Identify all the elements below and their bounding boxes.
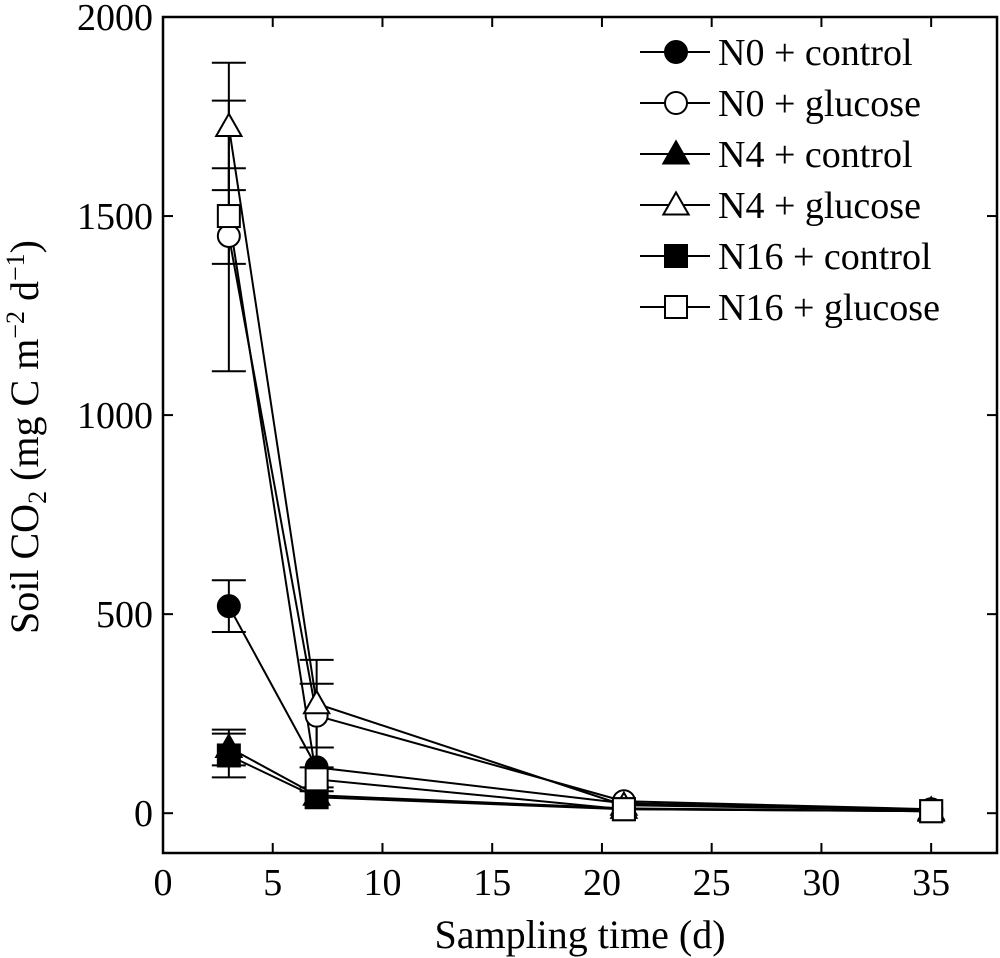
legend-marker xyxy=(661,190,691,216)
y-axis-label-unit-c: ) xyxy=(2,240,47,253)
data-point xyxy=(216,204,241,229)
x-tick-label: 15 xyxy=(473,862,511,904)
y-axis-label-unit-sup2: −1 xyxy=(1,253,30,281)
y-axis-label-unit-b: d xyxy=(2,281,47,301)
x-axis-label: Sampling time (d) xyxy=(434,912,725,957)
y-axis-label-space2 xyxy=(2,301,47,311)
series-line xyxy=(227,605,932,812)
y-axis-label-unit-sup1: −2 xyxy=(1,311,30,339)
data-point xyxy=(302,689,332,715)
series-line xyxy=(228,746,932,813)
y-axis-label-unit-a: (mg C m xyxy=(2,339,47,481)
x-tick-label: 10 xyxy=(363,862,401,904)
legend-label: N0 + control xyxy=(718,32,913,74)
series-line xyxy=(227,215,932,813)
y-axis-label: Soil CO2 (mg C m−2 d−1) xyxy=(1,240,52,634)
data-point xyxy=(611,797,636,822)
axes xyxy=(161,15,999,855)
x-tick-label: 30 xyxy=(802,862,840,904)
data-point xyxy=(216,743,241,768)
legend-marker xyxy=(664,40,688,64)
data-point xyxy=(216,594,241,619)
legend-marker xyxy=(664,244,688,268)
y-tick-label: 1000 xyxy=(77,395,153,437)
legend-marker xyxy=(664,295,688,319)
y-tick-label: 0 xyxy=(134,793,153,835)
y-tick-label: 1500 xyxy=(77,196,153,238)
legend-label: N16 + control xyxy=(718,236,932,278)
series-line xyxy=(227,235,932,811)
series-lines xyxy=(227,126,932,813)
y-axis-label-main: Soil CO xyxy=(2,504,47,634)
x-tick-label: 20 xyxy=(583,862,621,904)
series-line xyxy=(227,126,932,812)
data-point xyxy=(214,111,244,137)
y-tick-label: 500 xyxy=(96,594,153,636)
x-tick-label: 5 xyxy=(263,862,282,904)
series-line xyxy=(228,754,932,813)
markers xyxy=(214,111,946,824)
data-point xyxy=(919,799,944,824)
y-tick-label: 2000 xyxy=(77,0,153,39)
legend-label: N16 + glucose xyxy=(718,287,940,329)
y-axis-label-sub: 2 xyxy=(23,491,52,504)
legend-marker xyxy=(661,139,691,165)
plot-frame xyxy=(161,15,999,855)
legend: N0 + control N0 + glucose N4 + control N4 +… xyxy=(640,32,940,329)
legend-label: N4 + glucose xyxy=(718,185,921,227)
legend-marker xyxy=(664,91,688,115)
data-point xyxy=(216,223,241,248)
data-point xyxy=(304,767,329,792)
x-tick-label: 35 xyxy=(912,862,950,904)
ticks: 0 5 10 15 20 25 30 35 0 500 1000 1500 2000 xyxy=(77,0,997,904)
error-bars xyxy=(211,61,334,793)
y-axis-label-space xyxy=(2,481,47,491)
x-tick-label: 25 xyxy=(693,862,731,904)
legend-label: N0 + glucose xyxy=(718,83,921,125)
x-tick-label: 0 xyxy=(154,862,173,904)
legend-label: N4 + control xyxy=(718,134,913,176)
